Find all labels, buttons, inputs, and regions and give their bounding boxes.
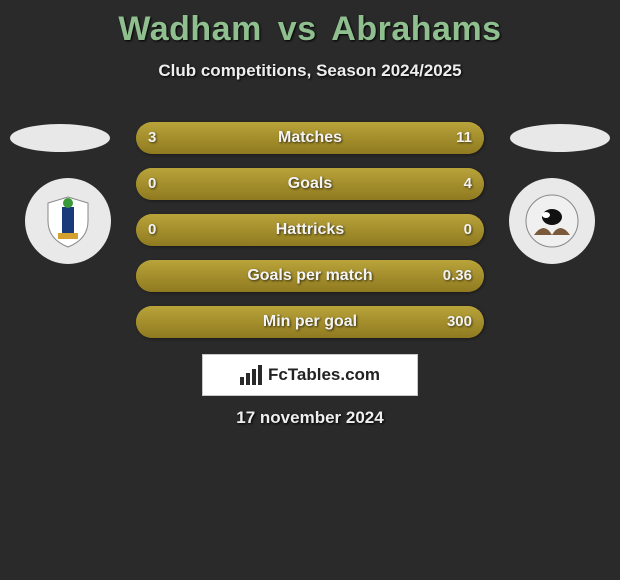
player1-club-crest [18, 178, 118, 264]
player2-club-crest [502, 178, 602, 264]
player1-country-ellipse [10, 124, 110, 152]
stat-row: 300Min per goal [136, 306, 484, 338]
player1-name: Wadham [118, 10, 261, 48]
player2-name: Abrahams [331, 10, 501, 48]
stat-row: 04Goals [136, 168, 484, 200]
stats-bars: 311Matches 04Goals 00Hattricks 0.36Goals pe… [136, 122, 484, 352]
player2-country-ellipse [510, 124, 610, 152]
stat-label: Goals [136, 168, 484, 200]
club-icon [522, 191, 582, 251]
stat-row: 0.36Goals per match [136, 260, 484, 292]
subtitle: Club competitions, Season 2024/2025 [0, 61, 620, 81]
vs-text: vs [278, 10, 317, 48]
stat-label: Min per goal [136, 306, 484, 338]
stat-label: Matches [136, 122, 484, 154]
fctables-logo[interactable]: FcTables.com [202, 354, 418, 396]
page-title: Wadham vs Abrahams [0, 0, 620, 49]
stat-label: Hattricks [136, 214, 484, 246]
date-label: 17 november 2024 [0, 408, 620, 428]
stat-label: Goals per match [136, 260, 484, 292]
stat-row: 00Hattricks [136, 214, 484, 246]
stat-row: 311Matches [136, 122, 484, 154]
shield-icon [38, 191, 98, 251]
logo-text: FcTables.com [268, 365, 380, 385]
bar-chart-icon [240, 365, 262, 385]
